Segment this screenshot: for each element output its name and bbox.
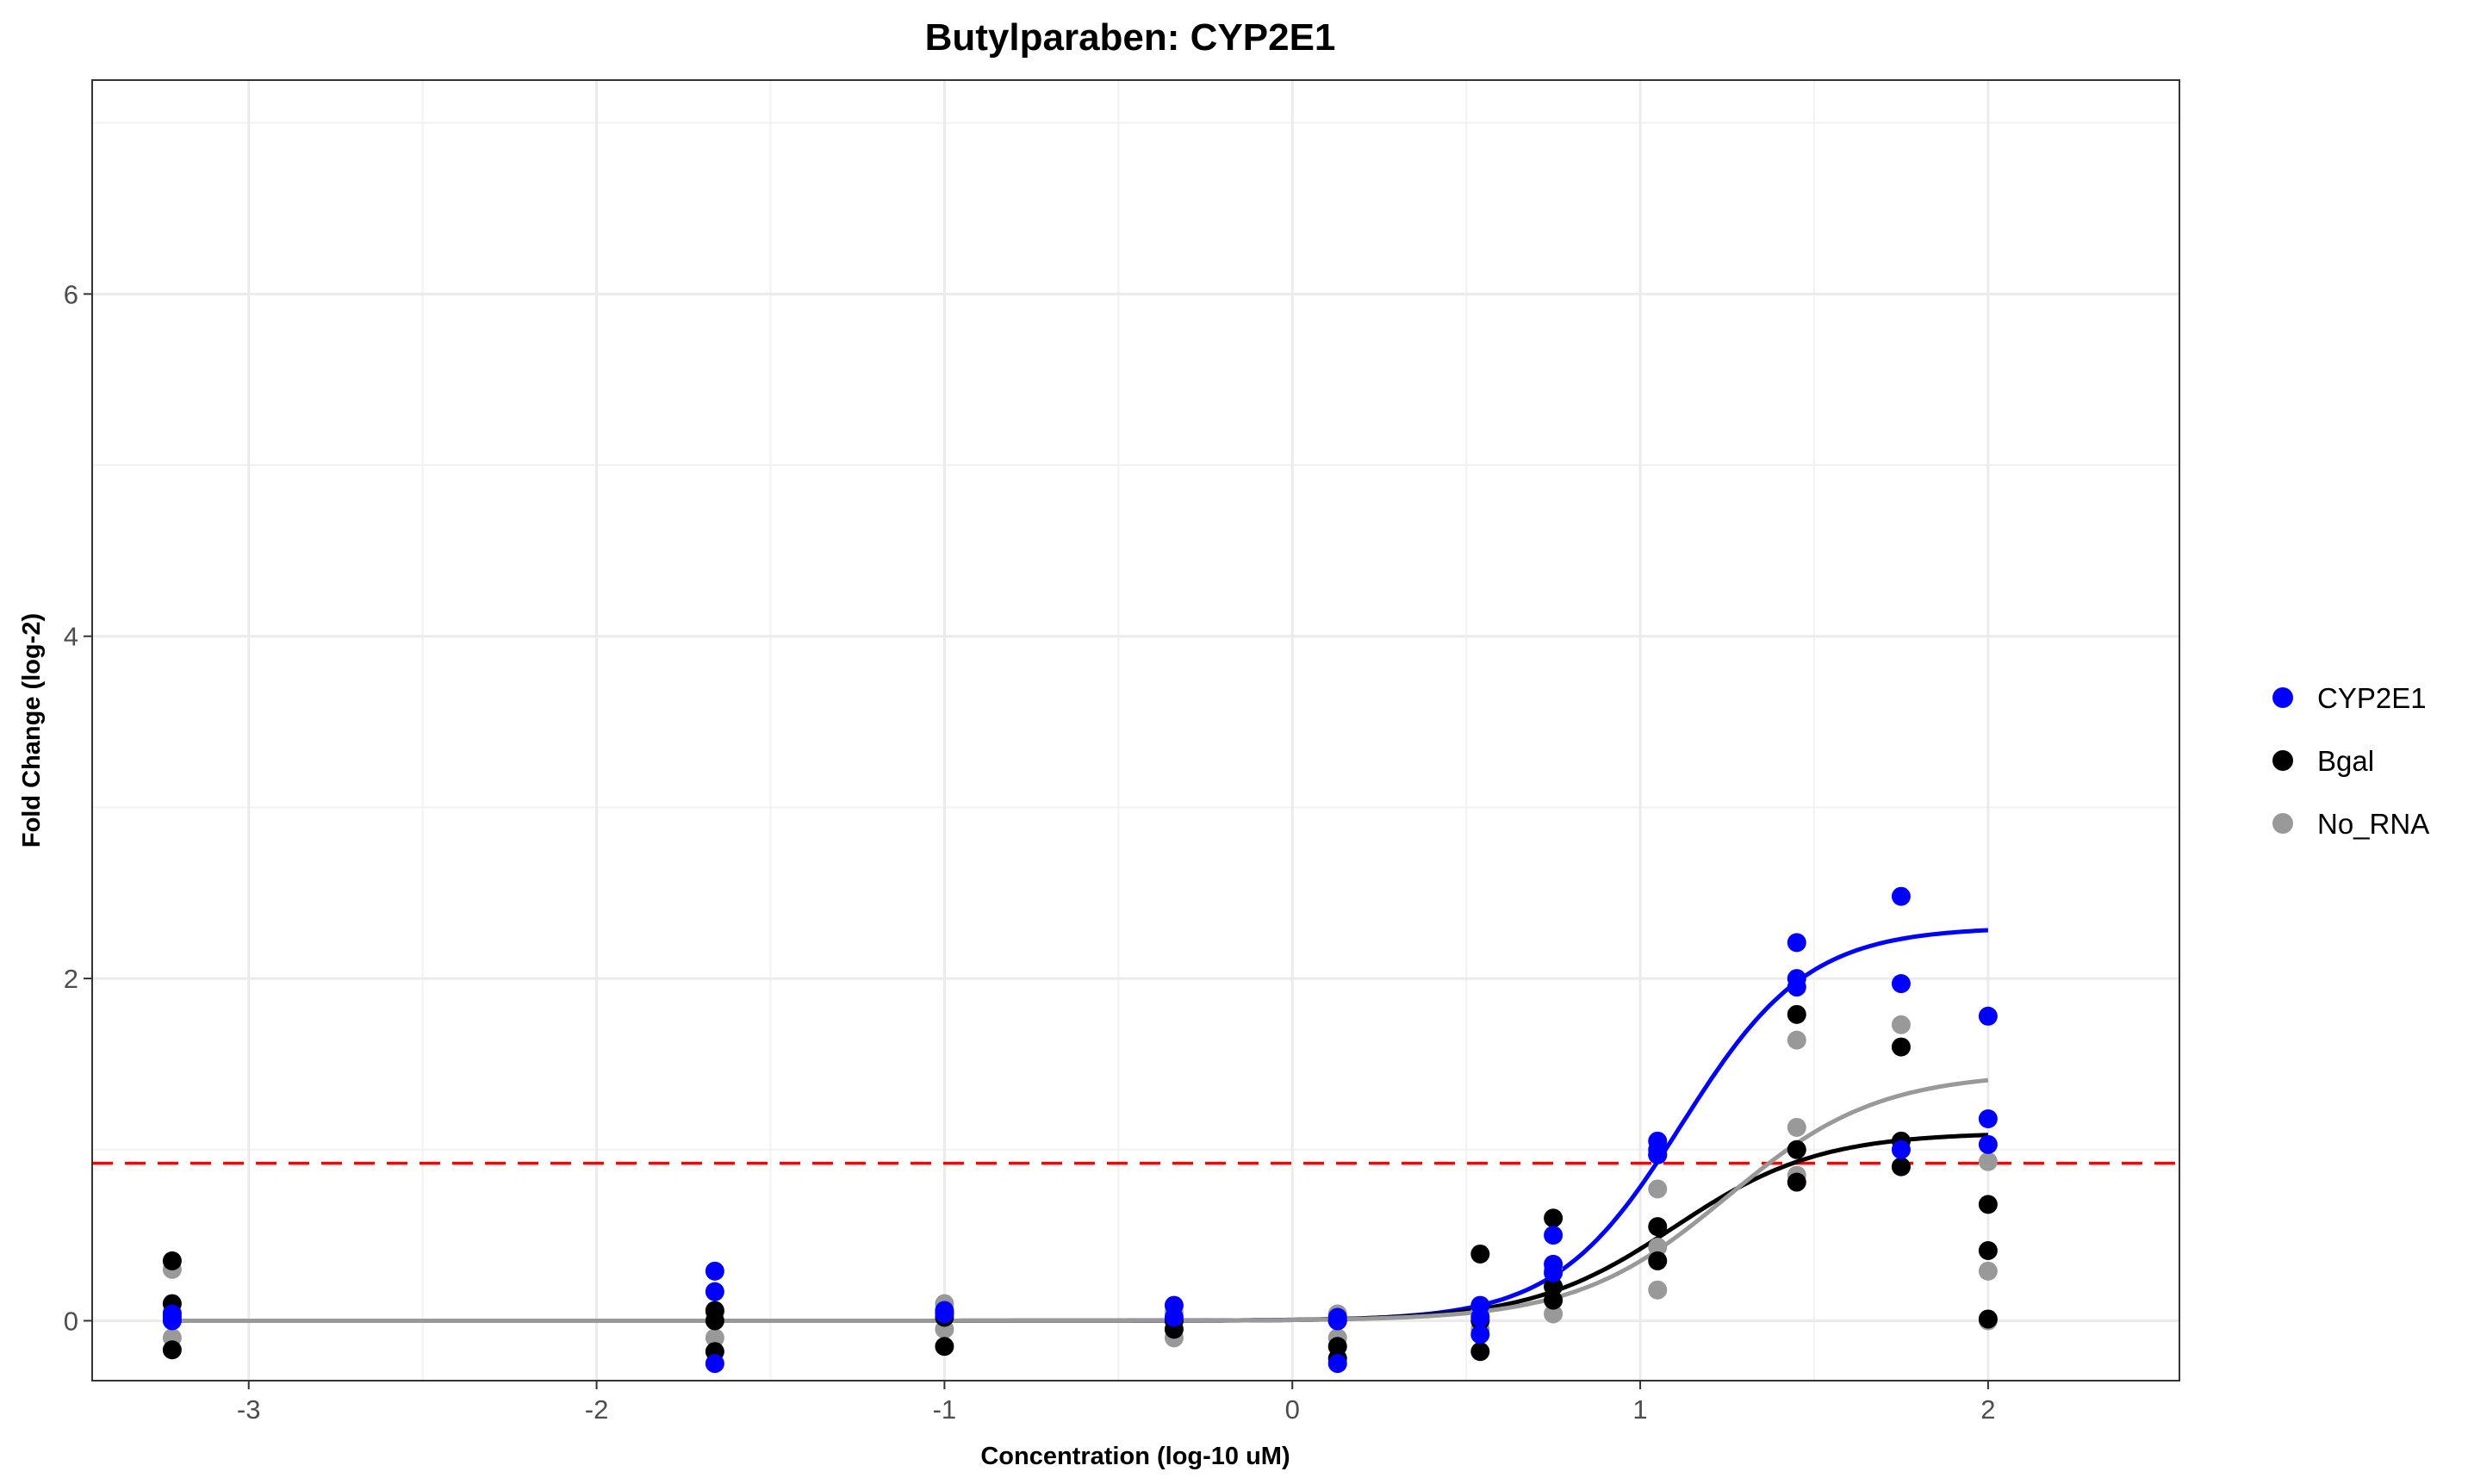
x-tick-label: -2 bbox=[585, 1394, 609, 1425]
legend-key-no-rna bbox=[2272, 813, 2293, 834]
x-axis-title: Concentration (log-10 uM) bbox=[980, 1443, 1290, 1470]
data-point-cyp2e1 bbox=[1327, 1354, 1347, 1374]
legend-label-no-rna: No_RNA bbox=[2317, 808, 2429, 840]
data-point-cyp2e1 bbox=[1470, 1307, 1490, 1327]
fit-curve-no-rna bbox=[171, 1077, 1989, 1323]
data-point-cyp2e1 bbox=[1544, 1226, 1563, 1245]
data-point-bgal bbox=[1327, 1337, 1347, 1357]
data-point-bgal bbox=[1787, 1172, 1806, 1192]
data-point-no-rna bbox=[1891, 1015, 1911, 1034]
curve-layer bbox=[171, 928, 1989, 1323]
data-point-bgal bbox=[1470, 1244, 1490, 1264]
legend-label-bgal: Bgal bbox=[2317, 745, 2374, 777]
data-point-bgal bbox=[162, 1251, 182, 1270]
data-point-bgal bbox=[705, 1301, 724, 1320]
y-tick-label: 6 bbox=[64, 279, 78, 309]
data-point-bgal bbox=[162, 1340, 182, 1360]
chart-title: Butylparaben: CYP2E1 bbox=[925, 16, 1336, 59]
tick-layer: -3 -2 -1 0 1 2 0 2 4 6 bbox=[64, 279, 1996, 1425]
data-point-no-rna bbox=[1787, 1030, 1806, 1050]
data-point-cyp2e1 bbox=[1978, 1109, 1998, 1129]
data-point-cyp2e1 bbox=[1787, 933, 1806, 953]
data-point-no-rna bbox=[1648, 1238, 1668, 1257]
plot-border bbox=[91, 79, 2180, 1382]
legend-label-cyp2e1: CYP2E1 bbox=[2317, 682, 2427, 714]
data-point-cyp2e1 bbox=[1787, 978, 1806, 997]
legend-key-bgal bbox=[2272, 750, 2293, 771]
data-point-cyp2e1 bbox=[162, 1304, 182, 1324]
data-point-cyp2e1 bbox=[1648, 1139, 1668, 1159]
data-point-no-rna bbox=[705, 1328, 724, 1348]
data-point-cyp2e1 bbox=[705, 1261, 724, 1281]
data-point-no-rna bbox=[1978, 1261, 1998, 1281]
legend: CYP2E1 Bgal No_RNA bbox=[2272, 682, 2429, 840]
data-point-cyp2e1 bbox=[1891, 886, 1911, 906]
x-tick-label: 2 bbox=[1980, 1394, 1995, 1425]
data-point-cyp2e1 bbox=[935, 1301, 954, 1320]
data-point-bgal bbox=[1544, 1290, 1563, 1310]
data-point-bgal bbox=[1648, 1251, 1668, 1270]
data-point-no-rna bbox=[1978, 1152, 1998, 1171]
data-point-bgal bbox=[935, 1337, 954, 1357]
data-point-bgal bbox=[1544, 1208, 1563, 1228]
data-point-bgal bbox=[1978, 1241, 1998, 1260]
data-point-bgal bbox=[1470, 1342, 1490, 1362]
data-point-cyp2e1 bbox=[1544, 1263, 1563, 1282]
x-tick-label: 0 bbox=[1285, 1394, 1300, 1425]
data-point-bgal bbox=[1787, 1139, 1806, 1159]
data-point-no-rna bbox=[1787, 1117, 1806, 1137]
data-point-cyp2e1 bbox=[1978, 1006, 1998, 1026]
data-point-bgal bbox=[1978, 1309, 1998, 1329]
data-point-cyp2e1 bbox=[1891, 974, 1911, 994]
data-point-bgal bbox=[1891, 1037, 1911, 1057]
x-tick-label: -3 bbox=[237, 1394, 261, 1425]
data-point-cyp2e1 bbox=[705, 1354, 724, 1374]
data-point-no-rna bbox=[1648, 1179, 1668, 1199]
y-tick-label: 4 bbox=[64, 622, 78, 652]
data-point-bgal bbox=[1891, 1157, 1911, 1177]
data-point-bgal bbox=[1648, 1217, 1668, 1237]
y-tick-label: 2 bbox=[64, 964, 78, 994]
data-point-cyp2e1 bbox=[705, 1282, 724, 1301]
data-point-no-rna bbox=[1544, 1304, 1563, 1324]
data-point-bgal bbox=[1978, 1195, 1998, 1214]
data-point-cyp2e1 bbox=[1164, 1307, 1184, 1327]
point-layer bbox=[162, 886, 1998, 1374]
y-tick-label: 0 bbox=[64, 1306, 78, 1336]
data-point-cyp2e1 bbox=[1470, 1325, 1490, 1344]
x-tick-label: -1 bbox=[933, 1394, 957, 1425]
data-point-cyp2e1 bbox=[1891, 1139, 1911, 1159]
data-point-bgal bbox=[1787, 1004, 1806, 1024]
x-tick-label: 1 bbox=[1632, 1394, 1647, 1425]
legend-key-cyp2e1 bbox=[2272, 687, 2293, 708]
data-point-no-rna bbox=[1648, 1280, 1668, 1300]
y-axis-title: Fold Change (log-2) bbox=[18, 613, 46, 848]
data-point-cyp2e1 bbox=[1327, 1307, 1347, 1327]
plot-background bbox=[92, 80, 2179, 1381]
data-point-bgal bbox=[1544, 1276, 1563, 1296]
data-point-cyp2e1 bbox=[1978, 1134, 1998, 1154]
